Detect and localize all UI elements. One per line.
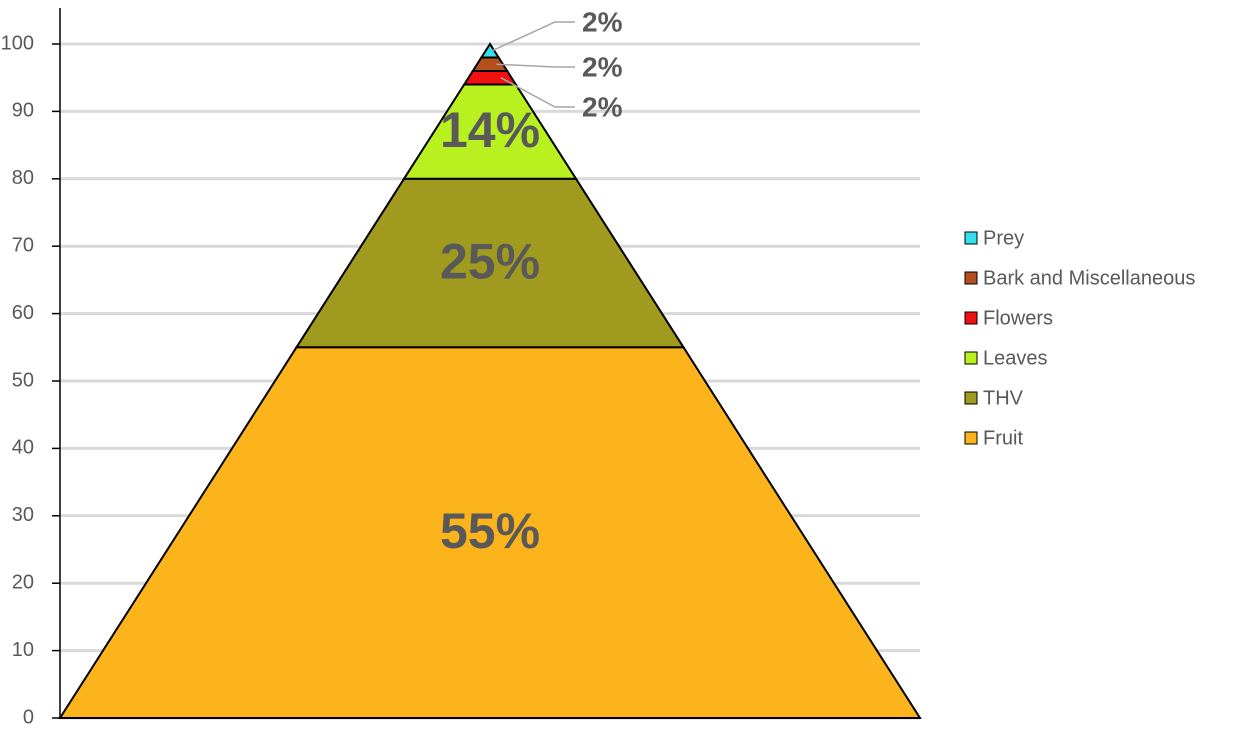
y-tick-label: 80 [12,167,34,189]
value-label: 2% [582,91,623,122]
legend-swatch [964,231,978,245]
value-label: 14% [440,102,540,158]
legend-swatch [964,391,978,405]
value-label: 25% [440,233,540,289]
y-tick-label: 40 [12,437,34,459]
y-tick-label: 20 [12,571,34,593]
legend-label: THV [983,387,1024,409]
legend-label: Flowers [983,307,1053,329]
leader-line [500,77,575,108]
y-tick-label: 90 [12,100,34,122]
legend-label: Prey [983,227,1024,249]
legend-label: Bark and Miscellaneous [983,267,1195,289]
y-tick-label: 30 [12,504,34,526]
value-label: 2% [582,51,623,82]
legend-label: Leaves [983,347,1048,369]
y-tick-label: 70 [12,234,34,256]
pyramid-segment [479,42,501,59]
y-tick-label: 50 [12,369,34,391]
legend-swatch [964,311,978,325]
y-tick-label: 0 [23,706,34,728]
y-tick-label: 10 [12,639,34,661]
legend-swatch [964,431,978,445]
legend-swatch [964,271,978,285]
leader-line [496,63,575,68]
value-label: 2% [582,6,623,37]
value-label: 55% [440,503,540,559]
leader-line [491,21,575,52]
y-tick-label: 60 [12,302,34,324]
legend-swatch [964,351,978,365]
y-tick-label: 100 [1,32,34,54]
legend-label: Fruit [983,427,1023,449]
